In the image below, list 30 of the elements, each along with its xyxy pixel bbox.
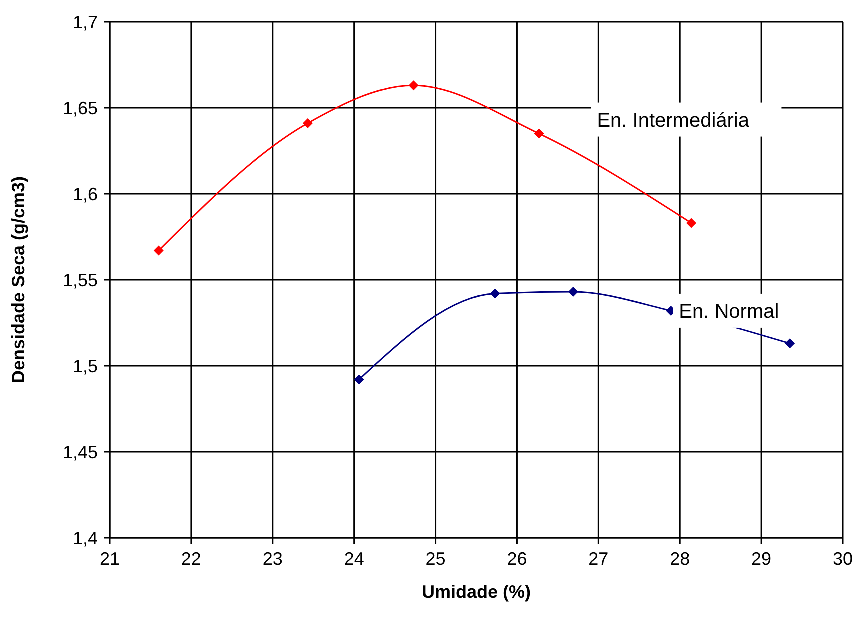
point	[302, 118, 313, 128]
x-tick-label: 30	[832, 548, 854, 569]
point	[686, 218, 697, 228]
y-tick-label: 1,55	[62, 270, 98, 290]
x-tick-label: 26	[507, 548, 528, 569]
y-tick-label: 1,5	[72, 356, 98, 376]
x-axis-title: Umidade (%)	[422, 582, 532, 602]
y-tick-label: 1,65	[62, 98, 98, 118]
x-tick-label: 24	[344, 548, 364, 569]
point	[490, 288, 500, 299]
point	[568, 287, 578, 298]
point	[785, 338, 796, 349]
series-label: En. Normal	[679, 300, 780, 323]
point	[534, 128, 544, 139]
x-tick-label: 25	[426, 548, 446, 569]
point	[354, 374, 364, 385]
y-tick-label: 1,4	[72, 528, 98, 548]
y-tick-label: 1,7	[72, 12, 98, 32]
x-tick-label: 22	[181, 548, 202, 569]
x-tick-label: 21	[100, 548, 120, 569]
x-tick-label: 28	[670, 548, 690, 569]
point	[408, 80, 419, 91]
y-tick-label: 1,6	[72, 184, 98, 204]
x-tick-label: 29	[752, 548, 772, 569]
x-tick-label: 27	[588, 548, 609, 569]
x-tick-label: 23	[262, 548, 283, 569]
point	[154, 246, 164, 256]
y-tick-label: 1,45	[62, 442, 98, 462]
y-axis-title: Densidade Seca (g/cm3)	[8, 176, 28, 384]
series-label: En. Intermediária	[597, 110, 750, 132]
